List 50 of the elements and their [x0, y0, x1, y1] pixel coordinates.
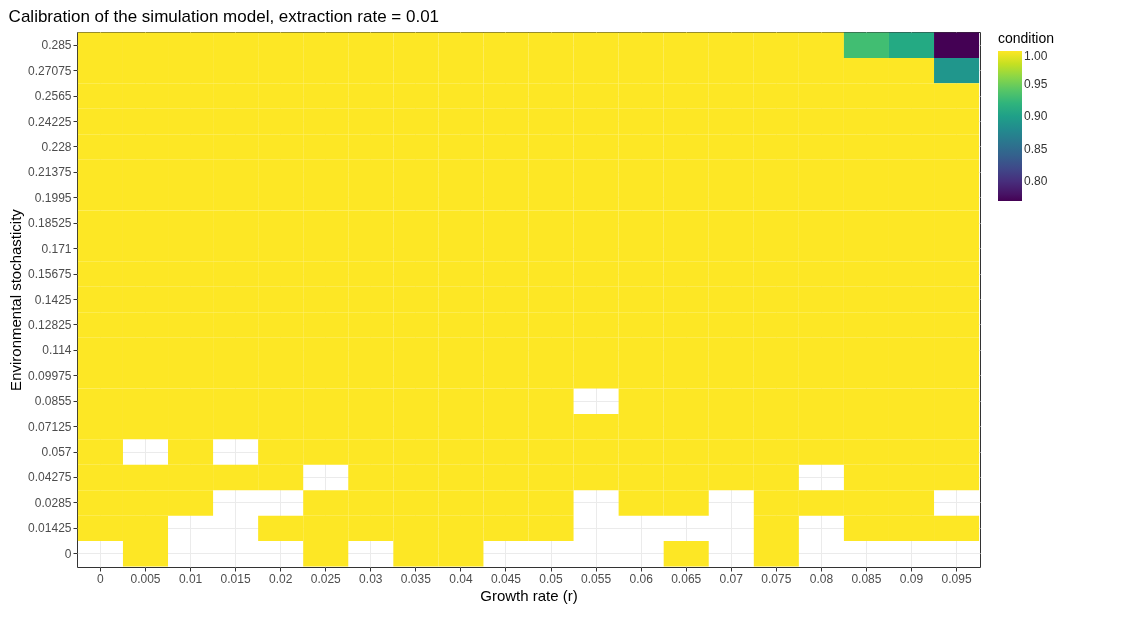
y-tick-label: 0.18525: [28, 216, 72, 231]
x-tick-label: 0.025: [310, 571, 342, 586]
x-tick-label: 0.095: [941, 571, 972, 586]
y-tick-label: 0.1425: [34, 292, 72, 307]
color-bar-label: 0.95: [1024, 76, 1048, 91]
x-tick-label: 0.05: [539, 571, 564, 586]
y-tick-label: 0.07125: [28, 419, 72, 434]
y-tick-label: 0.057: [41, 445, 72, 460]
y-tick-label: 0.114: [42, 343, 72, 358]
x-tick-label: 0: [97, 571, 105, 586]
x-tick-label: 0.045: [490, 571, 522, 586]
legend-title: condition: [998, 30, 1055, 46]
y-tick-label: 0.1995: [34, 190, 72, 205]
y-tick-label: 0.228: [41, 139, 72, 154]
color-bar-label: 0.80: [1024, 174, 1048, 189]
y-tick-label: 0.0855: [34, 394, 72, 409]
x-tick-label: 0.035: [400, 571, 432, 586]
x-tick-label: 0.06: [629, 571, 654, 586]
chart-title: Calibration of the simulation model, extraction rate = 0.01: [8, 7, 440, 26]
y-tick-label: 0.09975: [28, 368, 72, 383]
y-tick-label: 0.12825: [28, 317, 72, 332]
x-tick-label: 0.005: [130, 571, 161, 586]
y-axis-title: Environmental stochasticity: [7, 208, 25, 391]
y-tick-label: 0.04275: [28, 470, 72, 485]
x-tick-label: 0.075: [761, 571, 792, 586]
x-tick-label: 0.03: [359, 571, 383, 586]
y-tick-label: 0.21375: [28, 165, 72, 180]
y-tick-label: 0: [64, 546, 72, 561]
y-tick-label: 0.2565: [34, 89, 72, 104]
y-tick-label: 0.285: [41, 38, 72, 53]
y-tick-label: 0.24225: [28, 114, 72, 129]
x-tick-label: 0.07: [719, 571, 744, 586]
y-tick-label: 0.15675: [28, 267, 72, 282]
x-tick-label: 0.055: [581, 571, 612, 586]
x-tick-label: 0.01: [178, 571, 203, 586]
color-bar-label: 0.85: [1024, 141, 1048, 156]
x-tick-label: 0.09: [899, 571, 924, 586]
color-bar-label: 1.00: [1024, 49, 1048, 63]
x-tick-label: 0.02: [268, 571, 293, 586]
x-tick-label: 0.08: [809, 571, 834, 586]
y-tick-label: 0.01425: [28, 521, 72, 536]
x-tick-label: 0.085: [851, 571, 882, 586]
y-tick-label: 0.27075: [28, 63, 72, 78]
x-axis-title: Growth rate (r): [480, 586, 578, 604]
x-tick-label: 0.065: [671, 571, 702, 586]
x-tick-label: 0.015: [220, 571, 251, 586]
y-tick-label: 0.0285: [34, 495, 72, 510]
color-bar-label: 0.90: [1024, 109, 1048, 124]
y-tick-label: 0.171: [41, 241, 72, 256]
x-tick-label: 0.04: [449, 571, 473, 586]
